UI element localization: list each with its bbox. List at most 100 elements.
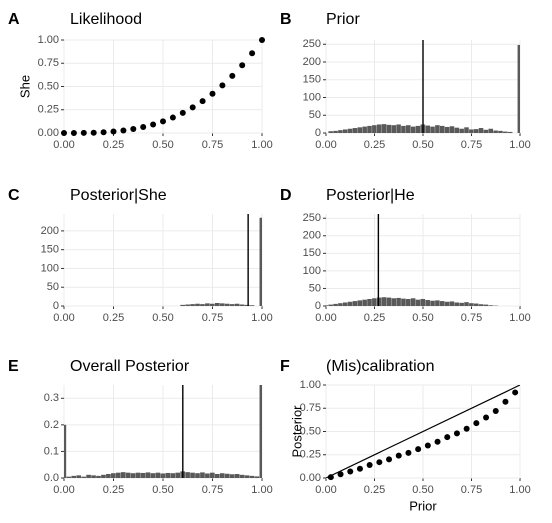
y-tick-label: 250 (303, 38, 321, 50)
x-tick-label: 0.00 (53, 484, 74, 496)
point (100, 129, 107, 136)
x-tick-label: 0.00 (315, 139, 336, 151)
y-tick-label: 0.75 (38, 57, 59, 69)
panel: C Posterior|She 0.00 0.25 0.50 0.75 1.00 0 50 100… (8, 187, 273, 324)
panel-letter: F (280, 358, 290, 375)
bar (391, 125, 397, 133)
bar (406, 125, 411, 133)
y-tick-label: 100 (303, 91, 321, 103)
point (366, 461, 373, 468)
y-axis-title: She (17, 75, 32, 98)
bar (473, 303, 479, 306)
x-tick-label: 0.00 (315, 484, 336, 496)
bar (219, 473, 225, 478)
bar (435, 125, 440, 133)
y-tick-label: 0.75 (300, 402, 321, 414)
point (483, 414, 490, 421)
bar (106, 474, 111, 478)
bar (488, 128, 494, 133)
bar (111, 473, 116, 478)
bar (328, 304, 333, 306)
x-tick-label: 0.50 (412, 484, 433, 496)
point (80, 129, 87, 136)
bar (190, 304, 195, 306)
bar (449, 126, 455, 133)
panel: B Prior 0.00 0.25 0.50 0.75 1.00 0 50 100 150 200 25… (280, 11, 531, 151)
bar (488, 305, 494, 306)
bar (503, 131, 508, 133)
x-tick-label: 0.50 (152, 312, 173, 324)
bar (430, 126, 435, 133)
x-tick-label: 0.75 (202, 484, 223, 496)
point (356, 465, 363, 472)
bar (115, 472, 121, 478)
point (424, 442, 431, 449)
panel: A Likelihood 0.00 0.25 0.50 0.75 1.00 0.00 0.25 0… (8, 11, 273, 151)
bar (338, 303, 343, 306)
y-tick-label: 150 (41, 244, 59, 256)
bar (71, 475, 77, 478)
bar (180, 304, 185, 306)
point (347, 468, 354, 475)
bar (333, 130, 338, 133)
bar (338, 130, 343, 133)
point (110, 128, 117, 135)
panel-letter: E (8, 358, 19, 375)
panel-title: Likelihood (70, 11, 142, 28)
y-tick-label: 0.00 (300, 472, 321, 484)
point (179, 109, 186, 116)
bar (328, 131, 333, 133)
bar (410, 298, 416, 306)
point (90, 129, 97, 136)
point (140, 124, 147, 131)
bar (473, 129, 479, 133)
bar (185, 472, 190, 478)
bar (454, 302, 460, 306)
y-tick-label: 0.3 (44, 392, 59, 404)
x-tick-label: 0.75 (202, 312, 223, 324)
bar (66, 476, 72, 478)
bar (401, 125, 406, 133)
bar (214, 302, 220, 306)
bar (386, 124, 392, 133)
bar (401, 298, 406, 306)
panel-letter: B (280, 11, 292, 28)
point (386, 456, 393, 463)
point (502, 398, 509, 405)
y-tick-label: 150 (303, 74, 321, 86)
bar (96, 475, 101, 478)
x-tick-label: 1.00 (509, 484, 530, 496)
bar (459, 302, 464, 306)
y-tick-label: 50 (309, 282, 321, 294)
y-tick-label: 0.00 (38, 127, 59, 139)
point (219, 82, 226, 89)
bar (464, 127, 469, 133)
bar (459, 128, 464, 133)
bar (210, 303, 215, 306)
panel-title: Posterior|He (326, 187, 415, 204)
bar (185, 304, 190, 306)
y-tick-label: 1.00 (300, 379, 321, 391)
point (395, 452, 402, 459)
bar (357, 127, 363, 133)
bar (362, 299, 367, 306)
panel: D Posterior|He 0.00 0.25 0.50 0.75 1.00 0 50 100 1… (280, 187, 531, 324)
x-tick-label: 1.00 (251, 484, 272, 496)
bar (478, 304, 484, 306)
bar (454, 127, 460, 133)
x-tick-label: 0.75 (202, 139, 223, 151)
bar (326, 305, 329, 306)
bar (449, 301, 455, 306)
bar (498, 130, 503, 133)
point (169, 114, 176, 121)
bar (234, 474, 240, 478)
point (120, 127, 127, 134)
bar (425, 125, 430, 133)
bar (425, 300, 430, 306)
x-tick-label: 0.00 (53, 312, 74, 324)
point (189, 104, 196, 111)
bar (420, 298, 426, 306)
y-tick-label: 200 (303, 56, 321, 68)
y-tick-label: 0.50 (38, 80, 59, 92)
x-tick-label: 0.75 (461, 139, 482, 151)
